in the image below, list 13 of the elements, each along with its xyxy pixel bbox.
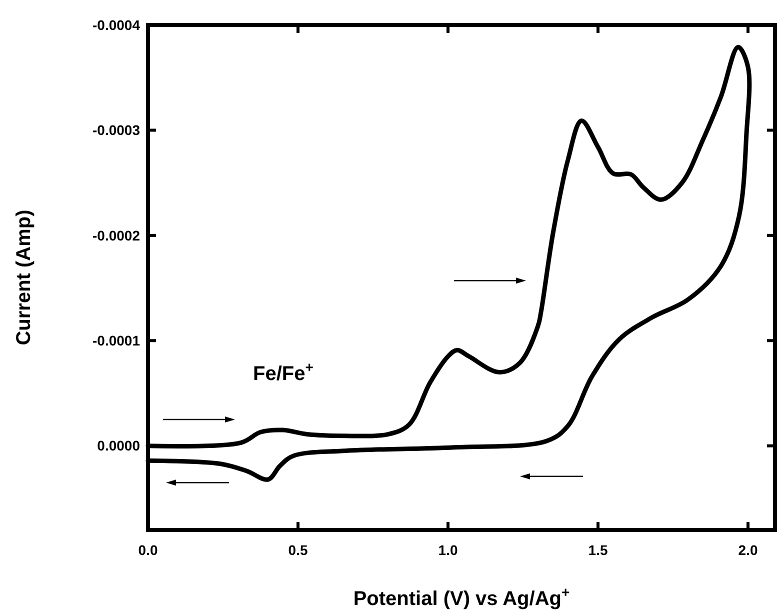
x-axis-title: Potential (V) vs Ag/Ag$^{+}$ — [353, 584, 570, 610]
y-tick-label: 0.0000 — [97, 438, 140, 454]
x-tick-label: 1.5 — [588, 542, 608, 558]
annotation: Fe/Fe$^{+}$ — [253, 359, 314, 386]
y-tick-label: -0.0002 — [92, 227, 140, 244]
y-tick-label: -0.0004 — [92, 16, 140, 33]
y-tick-label: -0.0001 — [92, 332, 140, 349]
y-tick-label: -0.0003 — [92, 122, 140, 138]
x-tick-label: 2.0 — [738, 542, 758, 558]
x-tick-label: 1.0 — [438, 542, 458, 558]
x-tick-label: 0.5 — [288, 542, 308, 558]
x-tick-label: 0.0 — [138, 542, 158, 558]
y-axis-title: Current (Amp) — [13, 210, 35, 346]
